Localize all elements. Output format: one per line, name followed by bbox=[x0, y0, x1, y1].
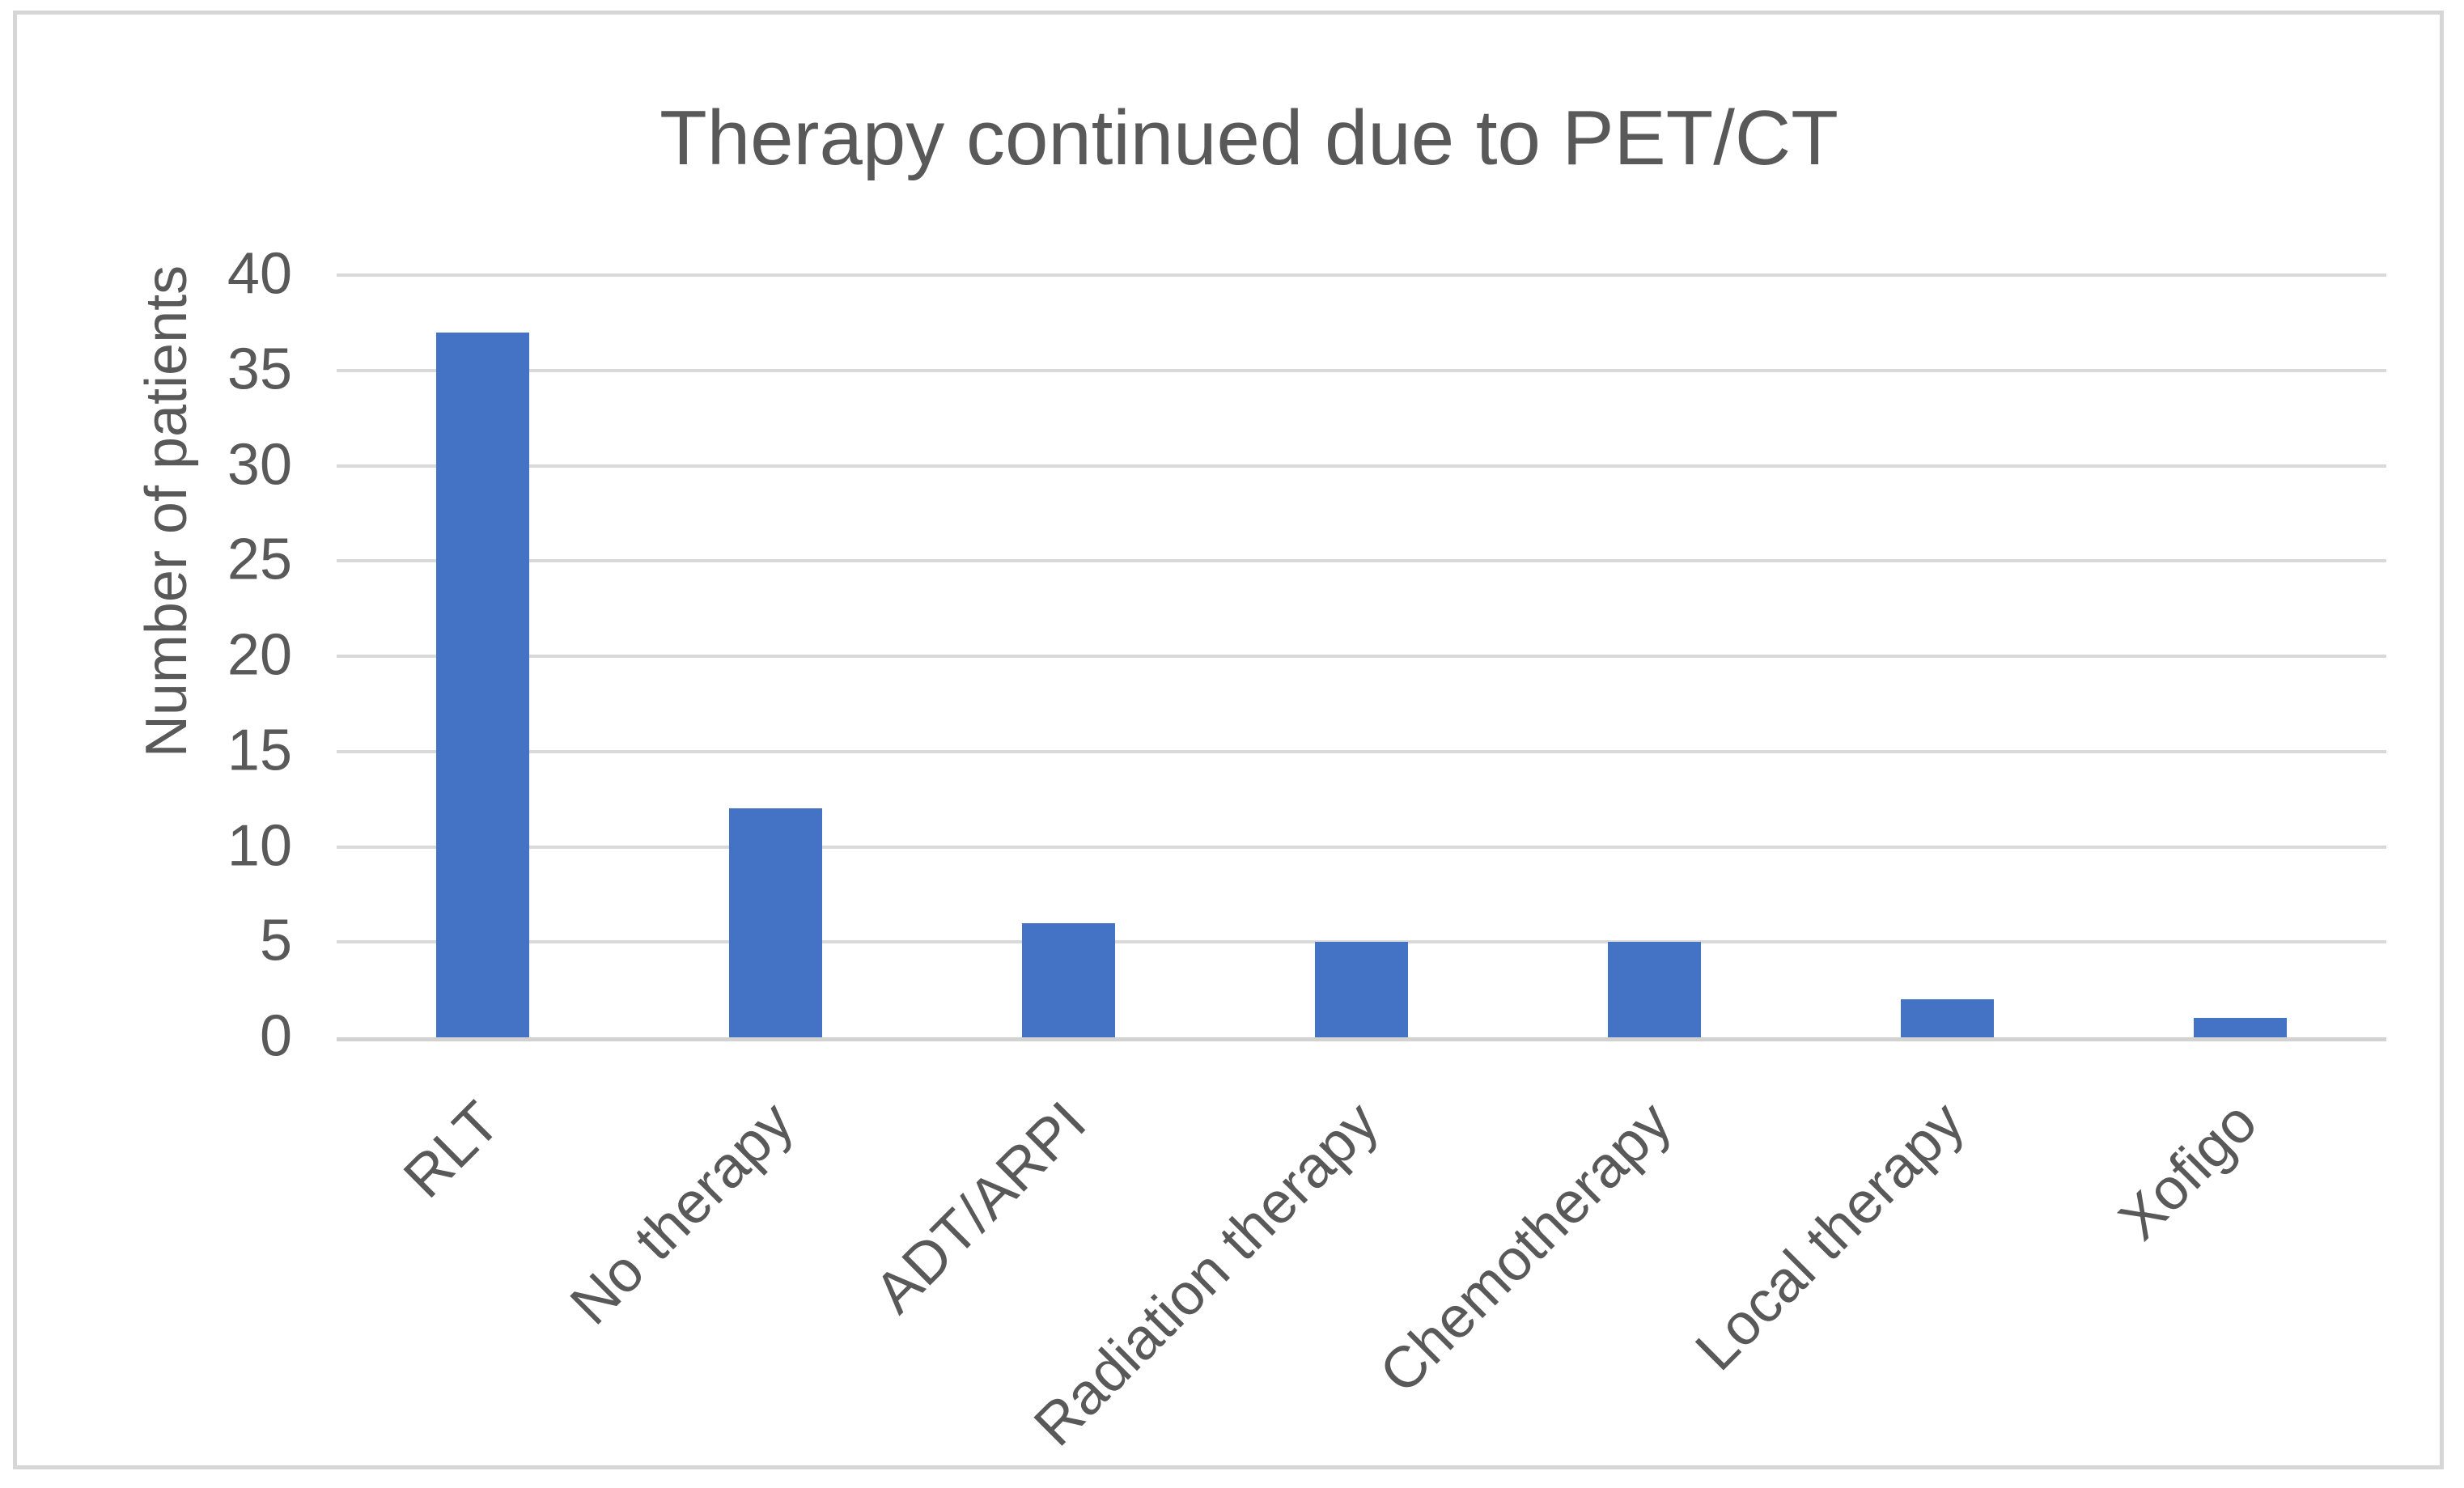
plot-area bbox=[337, 273, 2386, 1041]
gridline-40 bbox=[337, 273, 2386, 277]
y-tick-label-35: 35 bbox=[227, 337, 292, 402]
gridline-30 bbox=[337, 464, 2386, 468]
x-category-label-rlt: RLT bbox=[392, 1089, 513, 1210]
y-tick-label-0: 0 bbox=[259, 1003, 292, 1069]
bar-radiation-therapy bbox=[1315, 942, 1408, 1037]
bar-adt-arpi bbox=[1022, 922, 1116, 1037]
gridline-15 bbox=[337, 749, 2386, 753]
y-tick-label-20: 20 bbox=[227, 622, 292, 688]
y-tick-label-15: 15 bbox=[227, 718, 292, 783]
x-category-label-xofigo: Xofigo bbox=[2106, 1089, 2270, 1253]
x-category-label-adt-arpi: ADT/ARPI bbox=[862, 1089, 1098, 1326]
bar-rlt bbox=[436, 332, 530, 1037]
bar-local-therapy bbox=[1900, 998, 1994, 1037]
gridline-10 bbox=[337, 845, 2386, 849]
bar-no-therapy bbox=[729, 808, 823, 1037]
bar-xofigo bbox=[2193, 1018, 2287, 1037]
x-category-label-chemotherapy: Chemotherapy bbox=[1368, 1089, 1684, 1406]
chart-title: Therapy continued due to PET/CT bbox=[659, 95, 1838, 181]
y-tick-label-40: 40 bbox=[227, 241, 292, 307]
y-tick-label-5: 5 bbox=[259, 908, 292, 973]
x-category-label-no-therapy: No therapy bbox=[558, 1089, 806, 1338]
y-tick-label-25: 25 bbox=[227, 527, 292, 592]
y-tick-label-10: 10 bbox=[227, 812, 292, 878]
bar-chemotherapy bbox=[1607, 942, 1701, 1037]
x-category-label-local-therapy: Local therapy bbox=[1683, 1089, 1977, 1383]
gridline-35 bbox=[337, 368, 2386, 372]
gridline-20 bbox=[337, 655, 2386, 658]
gridline-25 bbox=[337, 559, 2386, 563]
y-tick-label-30: 30 bbox=[227, 431, 292, 497]
chart-frame: Therapy continued due to PET/CT Number o… bbox=[13, 11, 2444, 1469]
